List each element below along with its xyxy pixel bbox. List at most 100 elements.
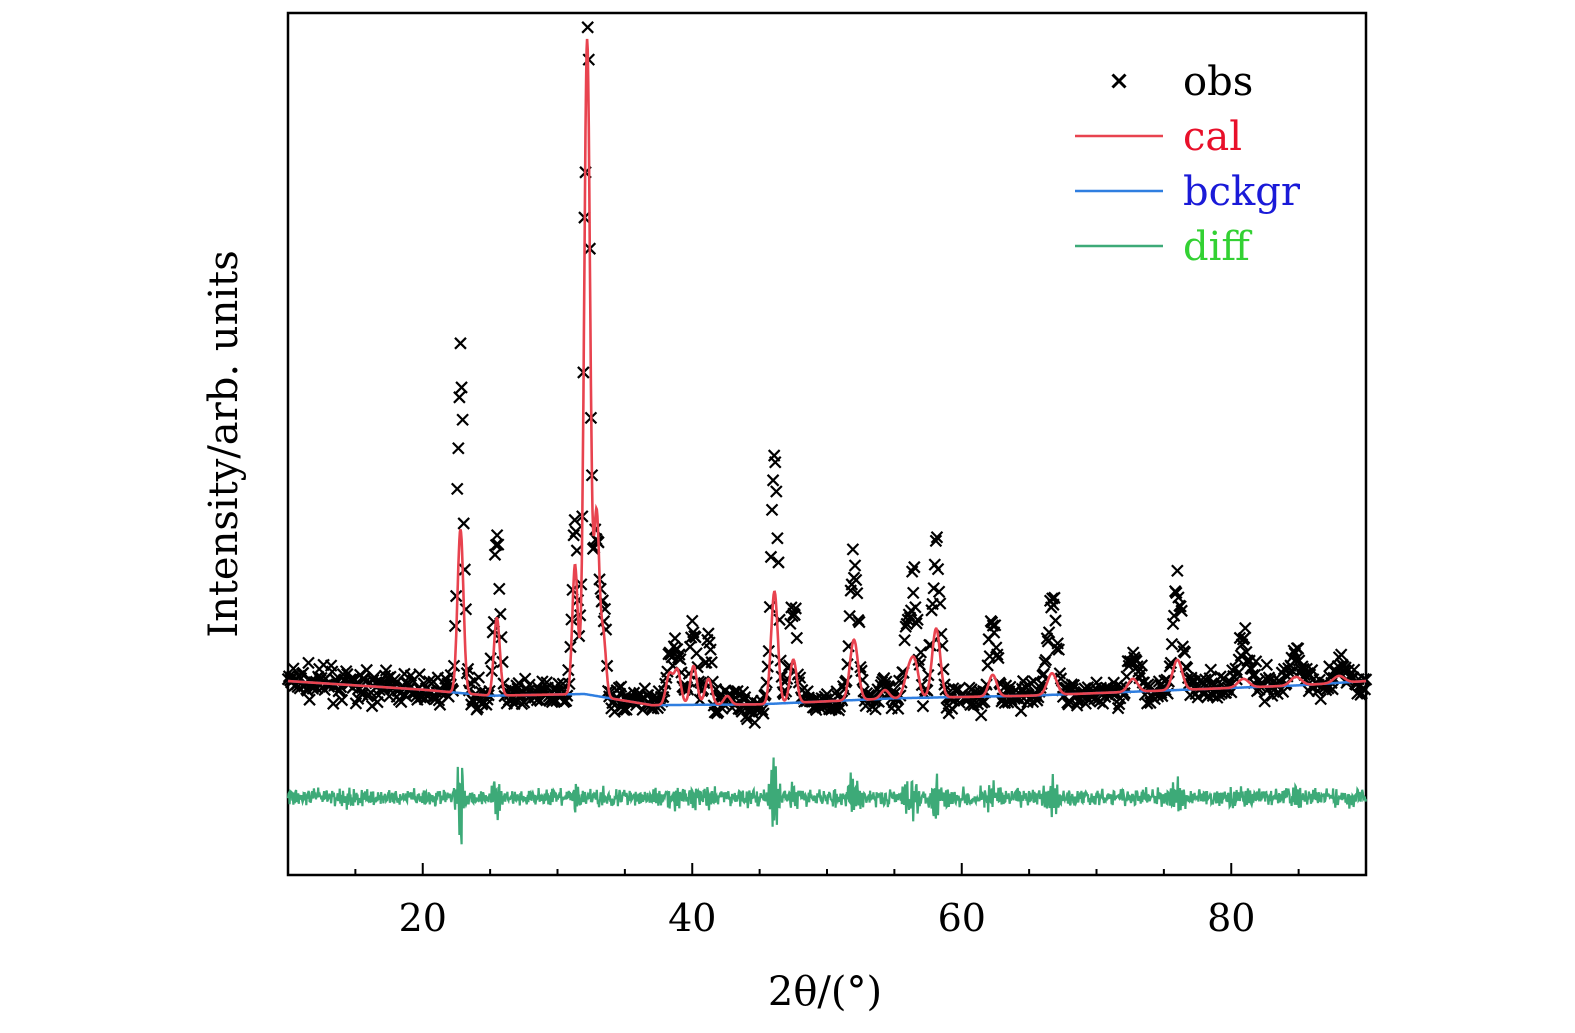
obs-point [581,21,594,34]
obs-point [699,656,713,669]
obs-point [454,337,467,350]
obs-point [1052,643,1066,656]
obs-point [760,676,773,689]
obs-point [1359,673,1373,686]
obs-point [618,703,631,717]
y-axis-title: Intensity/arb. units [201,250,247,637]
obs-point [910,617,923,630]
obs-point [900,617,914,631]
obs-point [988,619,1002,632]
obs-point [453,391,466,404]
obs-point [967,698,980,712]
obs-point [1048,591,1061,605]
obs-point [1135,659,1149,672]
obs-point [789,602,803,615]
legend-label-obs: obs [1183,59,1253,105]
obs-point [1357,672,1371,686]
x-tick-label: 80 [1207,896,1255,940]
legend-label-bckgr: bckgr [1183,169,1301,215]
obs-point [568,513,582,527]
obs-point [756,703,769,717]
obs-point [1238,621,1252,635]
obs-point [459,602,473,616]
obs-point [906,586,920,600]
x-tick-label: 40 [668,896,716,940]
obs-point [981,659,994,672]
obs-point [452,441,465,455]
obs-point [325,665,339,678]
obs-point [1042,626,1056,639]
obs-point [908,560,921,574]
plot-frame [286,11,1368,877]
obs-point [853,615,866,629]
obs-point [922,668,935,682]
obs-point [705,656,718,669]
obs-point [1037,667,1050,681]
obs-point [843,609,856,623]
obs-point [770,485,783,498]
obs-point [335,693,349,707]
obs-point [638,682,652,695]
obs-point [364,686,378,699]
obs-point [689,630,702,644]
obs-point [850,586,864,600]
obs-point [518,672,532,686]
obs-point [704,643,717,656]
obs-point [1049,614,1062,627]
legend-marker-obs [1111,73,1127,89]
obs-point [302,656,315,670]
obs-point [472,671,486,684]
obs-point [759,687,772,701]
obs-point [448,619,462,633]
obs-point [1258,695,1271,708]
legend: obs cal bckgr diff [1075,59,1301,270]
obs-point [562,663,575,677]
obs-point [772,556,785,569]
obs-point [1174,600,1187,613]
obs-point [992,651,1005,665]
obs-point [790,631,804,645]
obs-point [512,676,525,690]
obs-point [738,690,752,704]
obs-point [765,503,779,517]
obs-point [929,534,943,548]
obs-point [1347,663,1361,677]
obs-point [569,525,583,538]
obs-point [1314,692,1327,706]
obs-point [898,633,911,647]
obs-point [570,544,584,557]
obs-point [287,662,300,675]
obs-point [458,563,472,576]
obs-point [1249,655,1263,668]
obs-point [1014,704,1028,718]
obs-point [546,694,560,707]
x-tick-label: 60 [938,896,986,940]
x-tick-label: 20 [399,896,447,940]
series-cal-line [287,38,1367,707]
obs-point [1204,663,1218,677]
obs-point [457,517,470,530]
obs-point [931,562,945,576]
obs-point [1165,637,1179,651]
obs-point [461,662,475,676]
obs-point [930,530,944,544]
obs-point [849,573,863,587]
obs-point [560,689,574,702]
obs-point [491,538,505,551]
obs-point [614,680,628,693]
obs-point [455,381,468,394]
obs-point [394,695,408,709]
obs-point [1171,564,1184,578]
obs-point [1326,682,1339,696]
obs-point [933,597,947,610]
obs-point [916,699,930,713]
obs-point [1291,642,1305,655]
obs-point [768,455,782,469]
obs-point [820,687,834,701]
obs-point [668,632,682,645]
obs-point [1178,646,1192,659]
obs-point [764,550,778,564]
obs-point [496,655,509,669]
obs-point [1167,609,1181,623]
